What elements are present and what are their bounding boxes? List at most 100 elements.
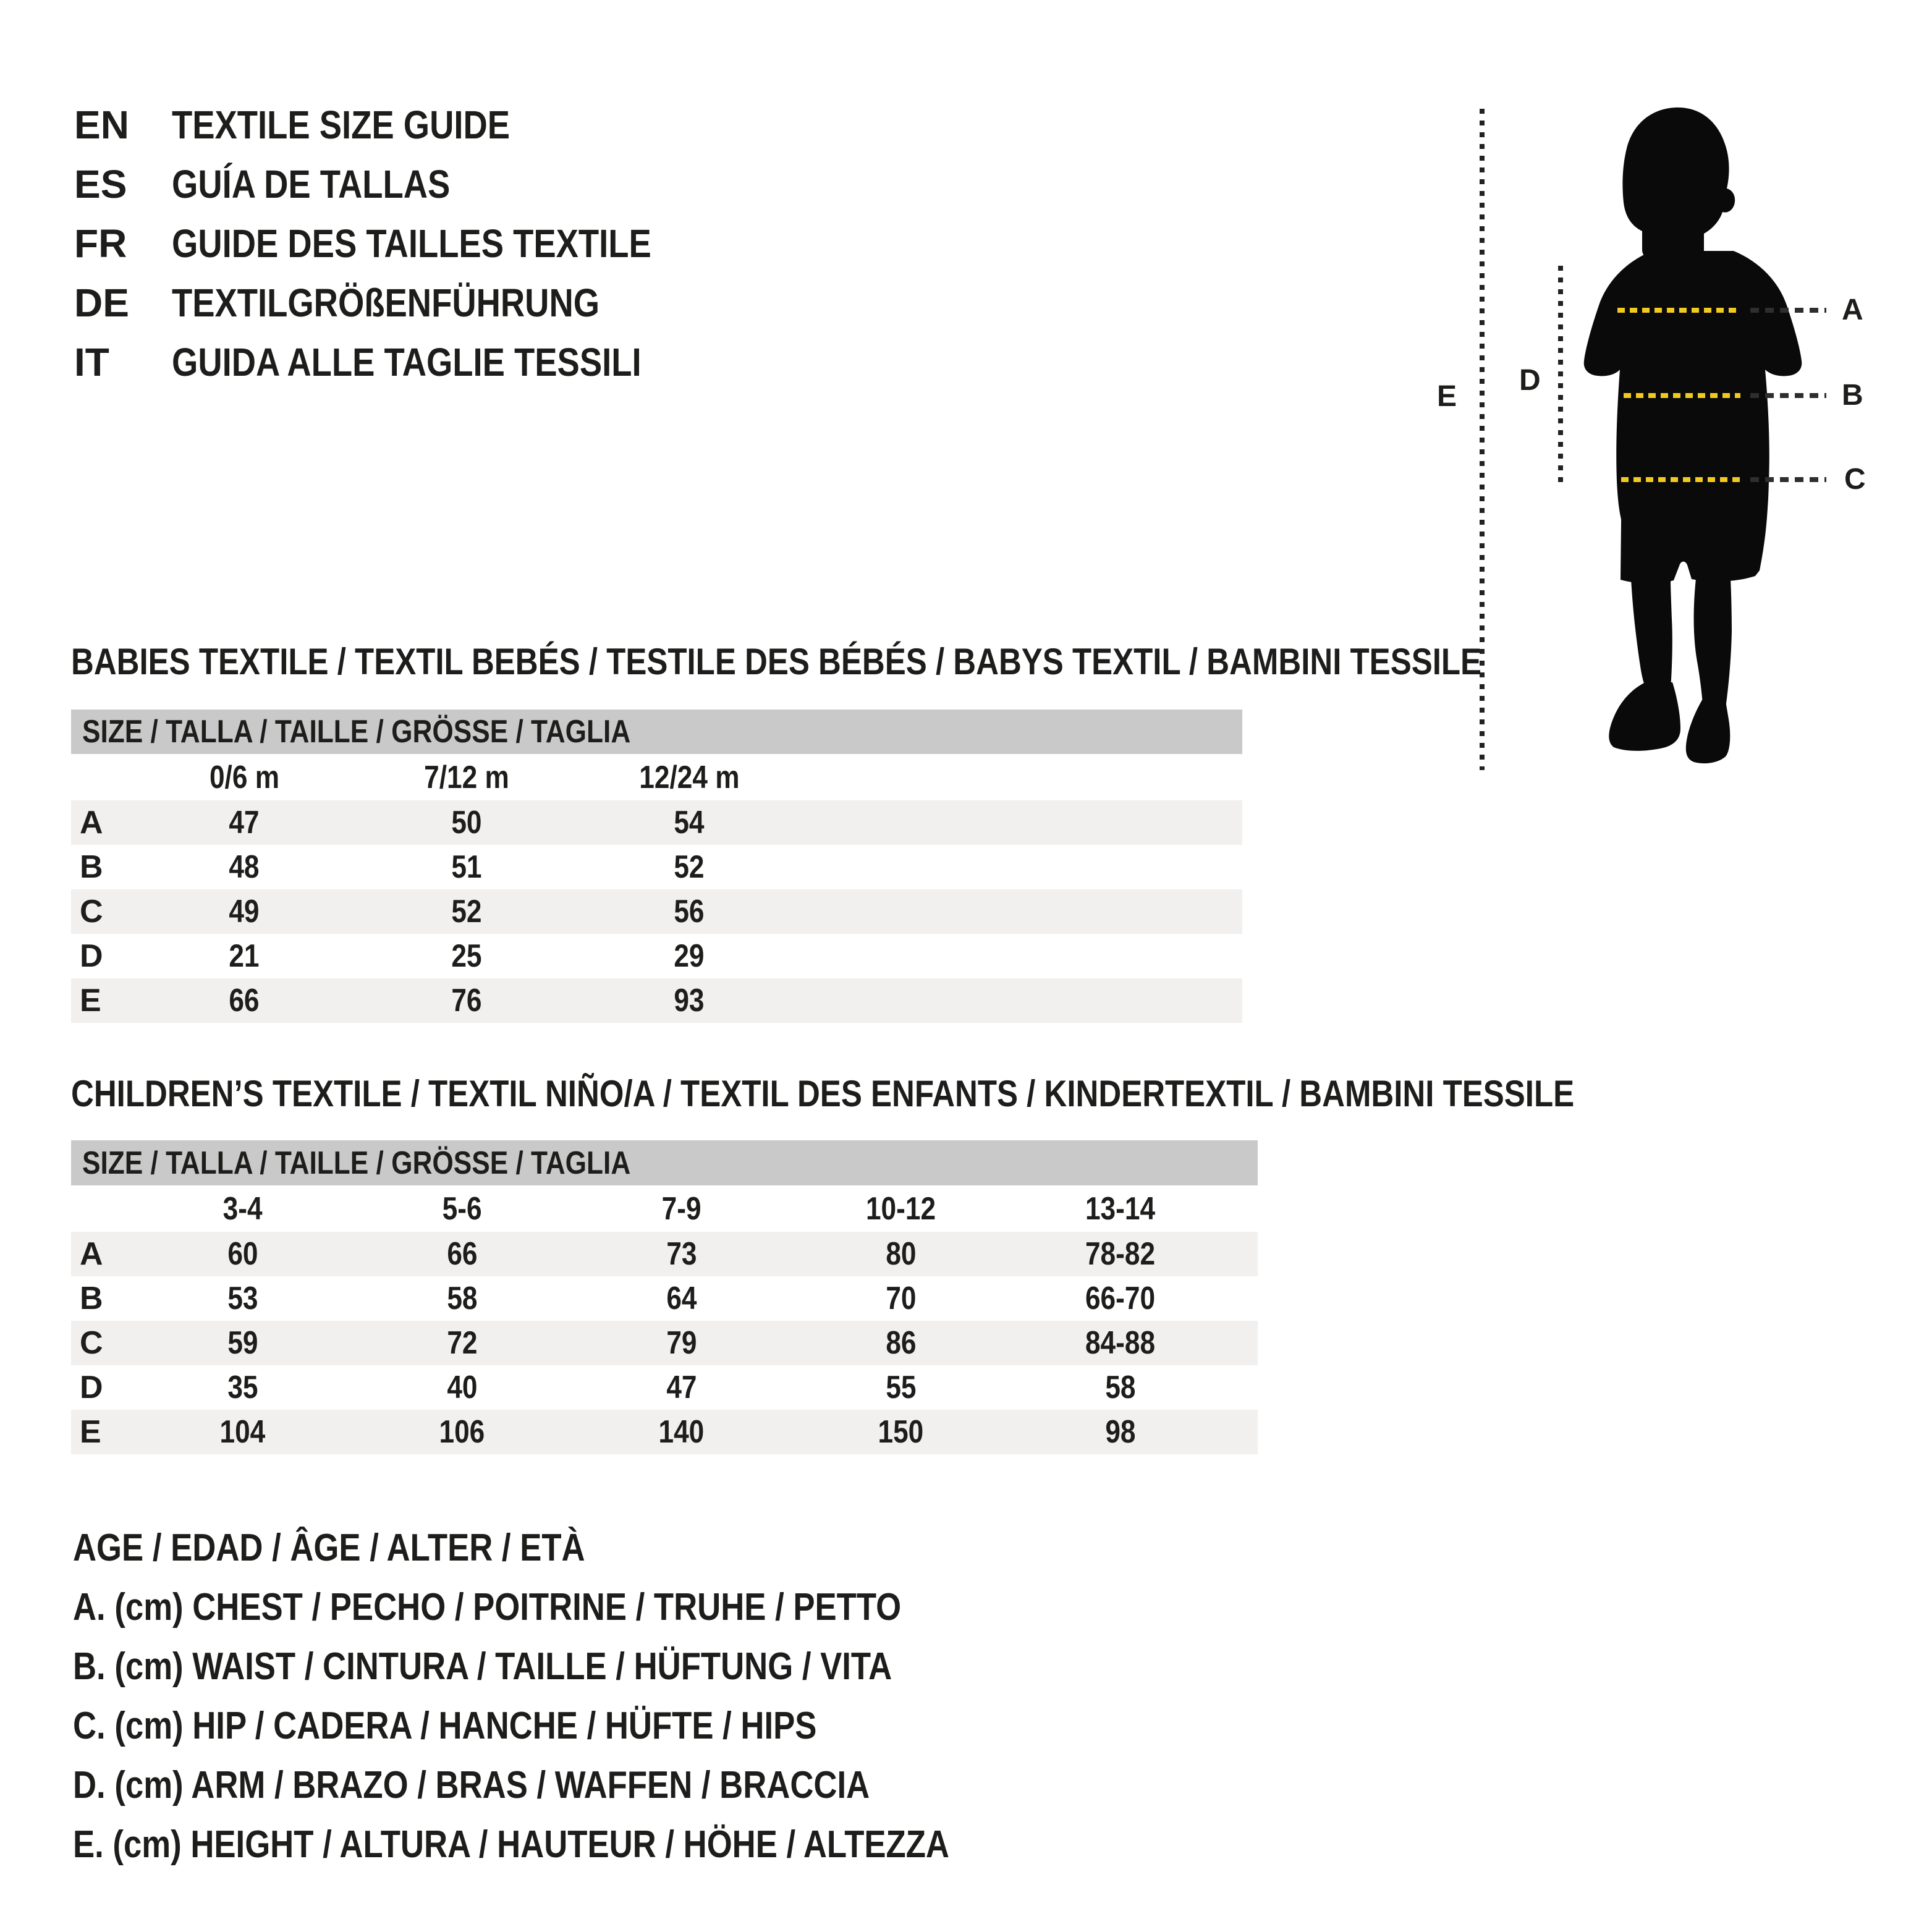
figure-label-height-e: E (1437, 380, 1457, 413)
babies-row-c: C 49 52 56 (71, 889, 1242, 934)
value-cell: 49 (229, 894, 260, 930)
value-cell: 29 (674, 938, 705, 974)
value-cell: 66 (229, 983, 260, 1019)
row-label: E (80, 983, 101, 1019)
row-label: B (80, 849, 103, 885)
language-row-de: DE TEXTILGRÖßENFÜHRUNG (74, 273, 736, 333)
value-cell: 93 (674, 983, 705, 1019)
value-cell: 47 (666, 1370, 697, 1405)
value-cell: 76 (451, 983, 482, 1019)
guide-title-it: GUIDA ALLE TAGLIE TESSILI (172, 340, 642, 384)
babies-row-e: E 66 76 93 (71, 978, 1242, 1023)
value-cell: 84-88 (1085, 1325, 1156, 1361)
size-header-label: SIZE / TALLA / TAILLE / GRÖSSE / TAGLIA (82, 1145, 631, 1181)
children-heading-text: CHILDREN’S TEXTILE / TEXTIL NIÑO/A / TEX… (71, 1073, 1575, 1114)
silhouette-left-leg (1631, 578, 1672, 690)
row-label: A (80, 805, 103, 841)
value-cell: 51 (451, 849, 482, 885)
row-label: D (80, 938, 103, 974)
value-cell: 35 (227, 1370, 258, 1405)
language-row-fr: FR GUIDE DES TAILLES TEXTILE (74, 214, 736, 273)
column-header-12-24m: 12/24 m (638, 759, 740, 795)
legend-age-line: AGE / EDAD / ÂGE / ALTER / ETÀ (73, 1527, 585, 1569)
babies-size-header-band: SIZE / TALLA / TAILLE / GRÖSSE / TAGLIA (71, 710, 1242, 754)
row-label: C (80, 894, 103, 930)
column-header-7-9: 7-9 (661, 1190, 701, 1227)
value-cell: 66 (446, 1236, 478, 1272)
value-cell: 72 (446, 1325, 478, 1361)
figure-label-arm-d: D (1519, 364, 1541, 397)
babies-row-d: D 21 25 29 (71, 934, 1242, 978)
row-label: E (80, 1414, 101, 1450)
silhouette-head (1622, 107, 1735, 260)
value-cell: 40 (446, 1370, 478, 1405)
row-label: D (80, 1370, 103, 1405)
language-code: DE (74, 281, 129, 325)
value-cell: 52 (451, 894, 482, 930)
children-row-e: E 104 106 140 150 98 (71, 1410, 1258, 1454)
figure-label-chest-a: A (1842, 294, 1863, 326)
value-cell: 106 (439, 1414, 485, 1450)
value-cell: 55 (885, 1370, 917, 1405)
silhouette-shorts (1621, 467, 1769, 584)
value-cell: 54 (674, 805, 705, 841)
value-cell: 66-70 (1085, 1281, 1156, 1316)
value-cell: 79 (666, 1325, 697, 1361)
size-header-label: SIZE / TALLA / TAILLE / GRÖSSE / TAGLIA (82, 714, 631, 750)
babies-heading-text: BABIES TEXTILE / TEXTIL BEBÉS / TESTILE … (71, 641, 1482, 682)
language-code: ES (74, 162, 127, 206)
children-size-header-band: SIZE / TALLA / TAILLE / GRÖSSE / TAGLIA (71, 1140, 1258, 1185)
value-cell: 104 (219, 1414, 266, 1450)
babies-section-heading: BABIES TEXTILE / TEXTIL BEBÉS / TESTILE … (71, 632, 1731, 692)
row-label: C (80, 1325, 103, 1361)
language-code: FR (74, 221, 127, 266)
value-cell: 58 (1104, 1370, 1136, 1405)
guide-title-es: GUÍA DE TALLAS (172, 162, 451, 206)
figure-label-waist-b: B (1842, 379, 1863, 412)
value-cell: 50 (451, 805, 482, 841)
column-header-5-6: 5-6 (442, 1190, 482, 1227)
children-size-table: SIZE / TALLA / TAILLE / GRÖSSE / TAGLIA … (71, 1140, 1258, 1454)
value-cell: 80 (885, 1236, 917, 1272)
children-section-heading: CHILDREN’S TEXTILE / TEXTIL NIÑO/A / TEX… (71, 1064, 1839, 1124)
babies-row-b: B 48 51 52 (71, 845, 1242, 889)
language-row-it: IT GUIDA ALLE TAGLIE TESSILI (74, 333, 736, 392)
language-title-list: EN TEXTILE SIZE GUIDE ES GUÍA DE TALLAS … (74, 95, 736, 392)
babies-column-header-row: 0/6 m 7/12 m 12/24 m (71, 754, 1242, 800)
value-cell: 60 (227, 1236, 258, 1272)
child-silhouette-figure (1480, 107, 1826, 770)
value-cell: 52 (674, 849, 705, 885)
row-label: A (80, 1236, 103, 1272)
column-header-0-6m: 0/6 m (209, 759, 279, 795)
silhouette-right-shoe (1685, 693, 1731, 764)
children-row-c: C 59 72 79 86 84-88 (71, 1321, 1258, 1365)
babies-size-table: SIZE / TALLA / TAILLE / GRÖSSE / TAGLIA … (71, 710, 1242, 1023)
child-silhouette (1583, 107, 1802, 764)
row-label: B (80, 1281, 103, 1316)
silhouette-left-shoe (1609, 682, 1680, 751)
language-row-en: EN TEXTILE SIZE GUIDE (74, 95, 736, 155)
value-cell: 78-82 (1085, 1236, 1156, 1272)
children-column-header-row: 3-4 5-6 7-9 10-12 13-14 (71, 1185, 1258, 1232)
value-cell: 48 (229, 849, 260, 885)
children-row-a: A 60 66 73 80 78-82 (71, 1232, 1258, 1276)
measurement-legend: AGE / EDAD / ÂGE / ALTER / ETÀ A. (cm) C… (73, 1519, 1104, 1875)
guide-title-en: TEXTILE SIZE GUIDE (172, 103, 511, 147)
value-cell: 21 (229, 938, 260, 974)
children-row-d: D 35 40 47 55 58 (71, 1365, 1258, 1410)
value-cell: 59 (227, 1325, 258, 1361)
silhouette-right-leg (1693, 578, 1732, 712)
value-cell: 58 (446, 1281, 478, 1316)
column-header-10-12: 10-12 (865, 1190, 936, 1227)
legend-hip-line: C. (cm) HIP / CADERA / HANCHE / HÜFTE / … (73, 1705, 817, 1747)
language-code: EN (74, 103, 129, 147)
column-header-7-12m: 7/12 m (424, 759, 509, 795)
babies-row-a: A 47 50 54 (71, 800, 1242, 845)
value-cell: 25 (451, 938, 482, 974)
value-cell: 98 (1104, 1414, 1136, 1450)
legend-chest-line: A. (cm) CHEST / PECHO / POITRINE / TRUHE… (73, 1586, 902, 1629)
value-cell: 150 (878, 1414, 924, 1450)
legend-height-line: E. (cm) HEIGHT / ALTURA / HAUTEUR / HÖHE… (73, 1823, 949, 1866)
column-header-3-4: 3-4 (222, 1190, 263, 1227)
value-cell: 70 (885, 1281, 917, 1316)
